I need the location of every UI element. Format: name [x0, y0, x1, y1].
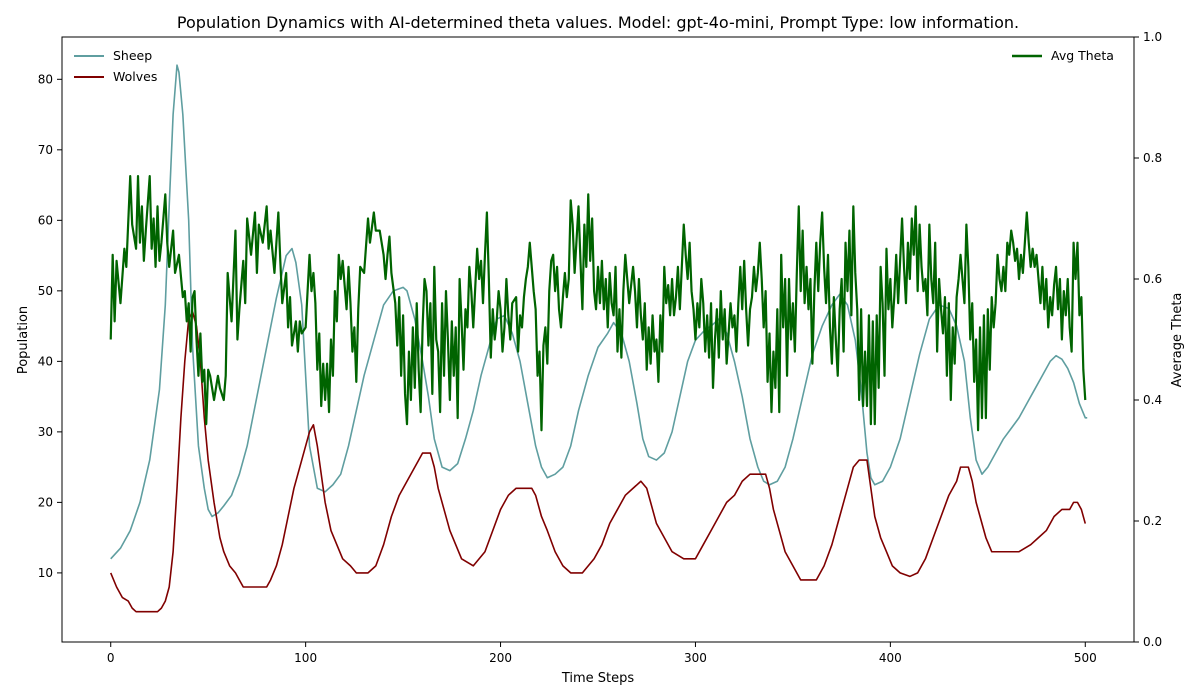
- y2-tick-label: 0.2: [1143, 514, 1162, 528]
- y-axis-title: Population: [16, 306, 31, 374]
- x-axis-title: Time Steps: [561, 671, 635, 686]
- y-tick-label: 30: [38, 425, 53, 439]
- y2-tick-label: 1.0: [1143, 30, 1162, 44]
- y-tick-label: 80: [38, 72, 53, 86]
- y-axis-ticks: 10 20 30 40 50 60 70 80: [38, 72, 62, 580]
- legend-label: Avg Theta: [1051, 48, 1114, 63]
- x-tick-label: 200: [489, 651, 512, 665]
- y-tick-label: 20: [38, 495, 53, 509]
- x-tick-label: 100: [294, 651, 317, 665]
- x-tick-label: 0: [107, 651, 115, 665]
- legend-label: Sheep: [113, 48, 152, 63]
- legend-right: Avg Theta: [1012, 48, 1114, 63]
- y2-axis-title: Average Theta: [1170, 293, 1185, 388]
- y-tick-label: 50: [38, 284, 53, 298]
- plot-frame: [61, 36, 1135, 643]
- x-tick-label: 500: [1074, 651, 1097, 665]
- sheep-line: [110, 64, 1088, 560]
- y2-tick-label: 0.6: [1143, 272, 1162, 286]
- wolves-line: [109, 311, 1087, 613]
- y-tick-label: 70: [38, 143, 53, 157]
- y-tick-label: 10: [38, 566, 53, 580]
- y-tick-label: 60: [38, 213, 53, 227]
- y2-tick-label: 0.4: [1143, 393, 1162, 407]
- chart-title: Population Dynamics with AI-determined t…: [177, 13, 1019, 32]
- x-tick-label: 300: [684, 651, 707, 665]
- y-tick-label: 40: [38, 354, 53, 368]
- y2-tick-label: 0.0: [1143, 635, 1162, 649]
- x-axis-ticks: 0 100 200 300 400 500: [107, 642, 1097, 665]
- y2-axis-ticks: 0.0 0.2 0.4 0.6 0.8 1.0: [1134, 30, 1162, 649]
- plot-lines: [109, 64, 1088, 613]
- legend-label: Wolves: [113, 69, 157, 84]
- legend-left: Sheep Wolves: [74, 48, 157, 84]
- y2-tick-label: 0.8: [1143, 151, 1162, 165]
- avg-theta-line: [109, 175, 1087, 432]
- x-tick-label: 400: [879, 651, 902, 665]
